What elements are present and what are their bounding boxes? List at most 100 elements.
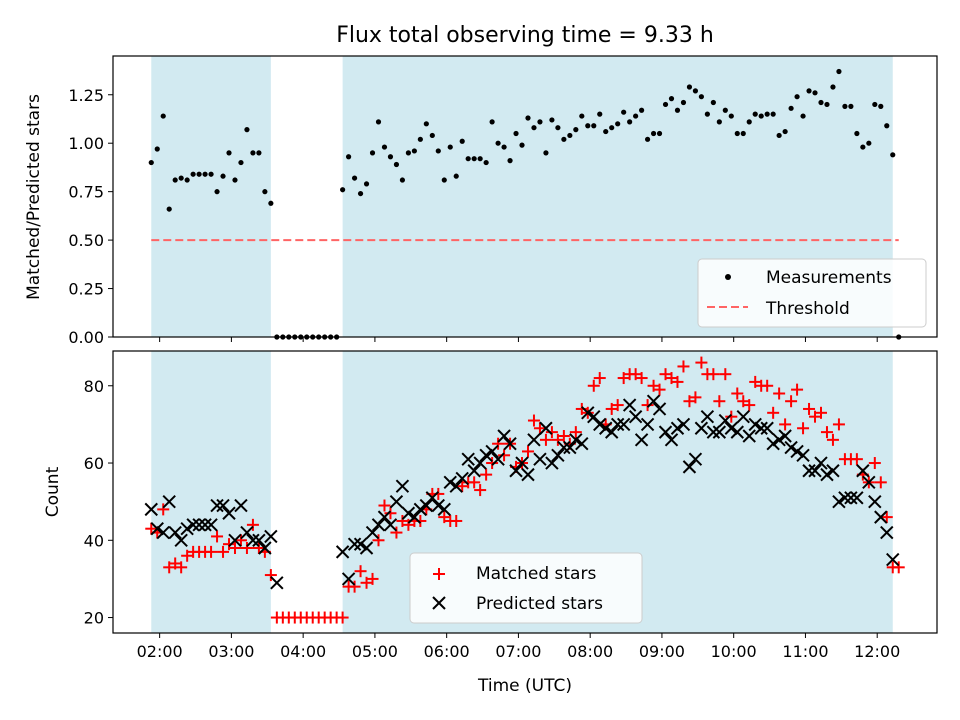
measurement-point — [172, 177, 178, 183]
predicted-star-point — [144, 502, 158, 517]
measurement-point — [387, 154, 394, 160]
measurement-point — [405, 150, 411, 156]
matched-star-point — [557, 429, 570, 442]
predicted-star-point — [401, 506, 416, 520]
predicted-star-point — [198, 518, 212, 532]
predicted-star-point — [563, 440, 577, 455]
predicted-star-point — [760, 421, 774, 435]
measurement-point — [519, 142, 525, 148]
predicted-star-point — [246, 533, 260, 547]
predicted-star-point — [640, 417, 655, 432]
predicted-star-point — [533, 452, 547, 466]
predicted-star-point — [772, 433, 786, 447]
predicted-star-point — [389, 494, 404, 509]
predicted-star-point — [258, 541, 272, 555]
measurement-point — [692, 88, 699, 94]
predicted-star-point — [850, 491, 864, 505]
predicted-star-point — [748, 417, 762, 432]
measurement-point — [860, 144, 866, 150]
measurement-point — [603, 128, 609, 135]
predicted-star-point — [610, 417, 625, 432]
matched-legend-marker — [433, 568, 445, 580]
predicted-star-point — [240, 525, 254, 540]
matched-star-point — [521, 445, 534, 458]
predicted-star-point — [425, 491, 440, 505]
measurement-point — [250, 150, 256, 156]
matched-star-point — [486, 457, 499, 470]
measurement-point — [800, 113, 806, 119]
measurement-point — [214, 189, 220, 195]
matched-star-point — [533, 422, 546, 435]
predicted-star-point — [688, 452, 703, 466]
matched-star-point — [348, 580, 361, 593]
measurement-point — [639, 107, 645, 113]
measurement-point — [656, 130, 663, 137]
y-tick-label: 40 — [84, 531, 104, 550]
measurement-point — [423, 121, 429, 127]
observing-window-1 — [151, 56, 271, 337]
measurement-point — [878, 103, 884, 109]
measurement-point — [411, 148, 417, 154]
measurement-point — [633, 113, 639, 119]
predicted-star-point — [724, 421, 739, 435]
measurement-point — [710, 99, 716, 106]
predicted-star-point — [162, 494, 176, 509]
matched-star-point — [719, 368, 732, 381]
x-axis-label: Time (UTC) — [477, 676, 572, 696]
ratio-axes-frame — [112, 55, 938, 338]
predicted-star-point — [335, 545, 350, 559]
predicted-star-point — [670, 421, 685, 435]
matched-star-point — [785, 395, 798, 408]
measurement-point — [555, 125, 561, 131]
matched-star-point — [868, 457, 881, 470]
predicted-star-point — [150, 521, 164, 536]
predicted-star-point — [168, 525, 182, 540]
measurement-point — [782, 128, 788, 135]
predicted-star-point — [455, 471, 469, 486]
predicted-star-point — [228, 533, 242, 547]
x-tick-label: 11:00 — [782, 642, 828, 661]
predicted-star-point — [252, 533, 266, 547]
measurement-point — [872, 101, 878, 108]
predicted-star-point — [718, 413, 733, 428]
measurement-point — [459, 138, 465, 144]
predicted-star-point — [832, 494, 846, 509]
observing-window-1 — [151, 351, 271, 633]
predicted-star-point — [569, 433, 583, 447]
measurement-point — [579, 113, 585, 119]
measurements-legend-marker — [725, 274, 731, 280]
predicted-star-point — [664, 433, 679, 447]
matched-star-point — [779, 418, 792, 431]
count-y-ticks: 20 40 60 80 — [84, 377, 113, 628]
predicted-star-point — [467, 464, 481, 478]
predicted-star-point — [706, 425, 721, 439]
predicted-star-point — [593, 417, 607, 432]
ratio-y-axis-label: Matched/Predicted stars — [24, 94, 44, 300]
predicted-star-point — [204, 518, 218, 532]
measurement-point — [549, 117, 555, 123]
measurement-point — [627, 119, 633, 125]
predicted-star-point — [437, 502, 451, 517]
measurement-point — [226, 150, 232, 156]
predicted-star-point — [347, 537, 362, 551]
predicted-star-point — [604, 425, 619, 439]
measurement-point — [609, 125, 615, 131]
predicted-star-point — [359, 541, 374, 555]
measurement-point — [848, 103, 854, 109]
matched-star-point — [264, 569, 277, 582]
measurement-point — [513, 130, 519, 137]
matched-star-point — [228, 542, 241, 555]
measurement-point — [268, 200, 274, 206]
measurement-point — [363, 181, 370, 187]
count-axes-frame — [112, 350, 938, 634]
x-tick-label: 09:00 — [639, 642, 685, 661]
matched-star-point — [211, 530, 224, 543]
predicted-star-point — [449, 479, 463, 493]
measurement-point — [345, 154, 352, 160]
predicted-star-point — [754, 421, 768, 435]
matched-star-point — [217, 545, 230, 558]
matched-star-point — [725, 410, 738, 423]
ratio-legend: Measurements Threshold — [697, 258, 927, 328]
predicted-star-point — [192, 518, 206, 532]
measurement-point — [208, 171, 214, 177]
